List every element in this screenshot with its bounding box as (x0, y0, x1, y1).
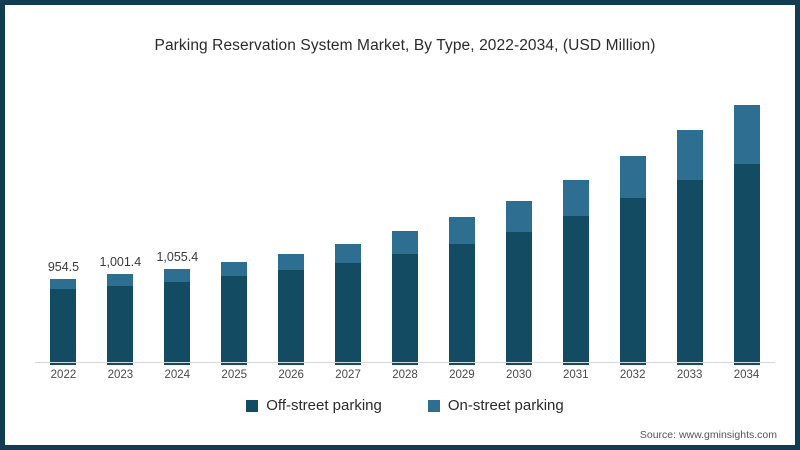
legend: Off-street parking On-street parking (5, 397, 800, 414)
x-axis-tick-2033: 2033 (676, 369, 703, 381)
bar-segment-on-street-2022 (50, 278, 77, 289)
plot-area: 954.5 1,001.4 1,055.4 (35, 75, 775, 365)
chart-canvas: Parking Reservation System Market, By Ty… (5, 5, 795, 445)
x-axis-tick-2030: 2030 (506, 369, 532, 381)
bar-2025 (221, 262, 248, 365)
bar-segment-on-street-2034 (733, 104, 760, 164)
bar-2022: 954.5 (48, 260, 79, 365)
bar-value-label-2024: 1,055.4 (156, 250, 199, 265)
bar-2032 (619, 155, 646, 365)
bar-segment-on-street-2031 (562, 180, 589, 217)
bar-segment-on-street-2024 (164, 269, 191, 282)
bar-segment-off-street-2032 (619, 198, 646, 365)
x-axis-tick-2026: 2026 (278, 369, 304, 381)
x-axis-tick-2031: 2031 (562, 369, 589, 381)
x-axis-tick-2032: 2032 (619, 369, 646, 381)
bar-2030 (505, 200, 532, 365)
bar-2034 (733, 104, 760, 365)
legend-item-off-street[interactable]: Off-street parking (246, 397, 382, 414)
bar-2031 (562, 180, 589, 365)
bar-segment-off-street-2026 (278, 270, 305, 365)
bar-2033 (676, 130, 703, 365)
bar-segment-on-street-2027 (335, 243, 362, 263)
legend-swatch-icon (246, 399, 259, 412)
x-axis-line (35, 362, 775, 363)
bar-segment-on-street-2033 (676, 130, 703, 181)
legend-label: Off-street parking (266, 397, 382, 414)
bar-segment-off-street-2031 (562, 216, 589, 365)
x-axis-tick-2027: 2027 (335, 369, 361, 381)
bar-segment-off-street-2027 (335, 262, 362, 365)
bar-segment-on-street-2032 (619, 155, 646, 199)
x-axis-tick-2025: 2025 (221, 369, 248, 381)
bar-value-label-2023: 1,001.4 (99, 255, 142, 270)
bar-segment-off-street-2023 (107, 285, 134, 365)
bar-2024: 1,055.4 (156, 250, 198, 365)
bar-segment-on-street-2029 (448, 217, 475, 244)
bar-segment-off-street-2030 (505, 231, 532, 365)
legend-label: On-street parking (447, 397, 564, 414)
bar-segment-off-street-2034 (733, 163, 760, 365)
bar-segment-off-street-2022 (50, 288, 77, 365)
bar-segment-off-street-2029 (448, 243, 475, 365)
page-title: Parking Reservation System Market, By Ty… (154, 37, 656, 54)
bar-segment-on-street-2025 (221, 262, 248, 277)
bar-segment-off-street-2024 (164, 281, 191, 365)
bar-2026 (278, 253, 305, 365)
bar-segment-off-street-2025 (221, 276, 248, 365)
bar-segment-on-street-2023 (107, 274, 134, 286)
bar-segment-off-street-2028 (392, 253, 418, 365)
bar-2023: 1,001.4 (100, 255, 141, 365)
x-axis-tick-2029: 2029 (449, 369, 475, 381)
legend-swatch-icon (427, 399, 440, 412)
x-axis-tick-2023: 2023 (107, 369, 134, 381)
bar-segment-on-street-2028 (392, 231, 418, 254)
bar-segment-off-street-2033 (676, 180, 703, 365)
bar-segment-on-street-2030 (505, 200, 532, 232)
bar-value-label-2022: 954.5 (47, 259, 80, 274)
bar-2027 (335, 243, 362, 365)
x-axis-tick-2022: 2022 (50, 369, 77, 381)
x-axis-tick-2028: 2028 (392, 369, 418, 381)
bar-segment-on-street-2026 (278, 253, 305, 271)
x-axis-tick-2034: 2034 (733, 369, 760, 381)
bar-2029 (448, 217, 475, 365)
x-axis-tick-2024: 2024 (164, 369, 191, 381)
legend-item-on-street[interactable]: On-street parking (427, 397, 564, 414)
source-attribution: Source: www.gminsights.com (639, 429, 777, 441)
bar-2028 (392, 231, 418, 365)
